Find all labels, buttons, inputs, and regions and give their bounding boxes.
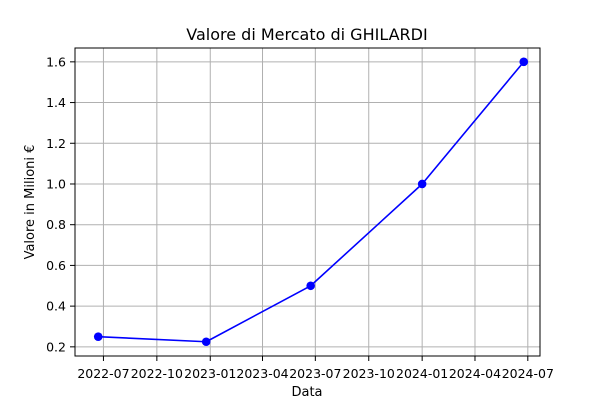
y-tick-label: 1.0 [46, 176, 66, 191]
data-point [93, 332, 103, 341]
x-tick-label: 2023-07 [289, 366, 341, 381]
y-tick-label: 1.4 [46, 95, 66, 110]
chart-title: Valore di Mercato di GHILARDI [186, 25, 427, 44]
y-axis-label: Valore in Milioni € [23, 145, 38, 260]
x-axis-label: Data [291, 385, 322, 400]
grid [75, 48, 540, 356]
y-tick-label: 0.4 [46, 299, 66, 314]
x-tick-label: 2024-04 [449, 366, 501, 381]
y-axis: 0.2 0.4 0.6 0.8 1.0 1.2 1.4 1.6 [46, 54, 75, 354]
data-point [519, 57, 529, 67]
y-tick-label: 0.2 [46, 339, 66, 354]
data-point [201, 337, 211, 347]
data-point [417, 179, 427, 189]
plot-area-frame [74, 47, 541, 357]
y-tick-label: 0.8 [46, 217, 66, 232]
x-tick-label: 2022-07 [77, 366, 129, 381]
x-tick-label: 2024-07 [502, 366, 554, 381]
x-tick-label: 2023-04 [236, 366, 288, 381]
y-tick-label: 0.6 [46, 258, 66, 273]
y-tick-label: 1.6 [46, 54, 66, 69]
x-tick-label: 2023-01 [184, 366, 236, 381]
x-tick-label: 2022-10 [131, 366, 183, 381]
x-axis: 2022-07 2022-10 2023-01 2023-04 2023-07 2023-… [77, 356, 554, 381]
x-tick-label: 2023-10 [343, 366, 395, 381]
y-tick-label: 1.2 [46, 136, 66, 151]
data-point [306, 281, 315, 291]
x-tick-label: 2024-01 [396, 366, 448, 381]
series-line-layer [93, 57, 529, 347]
